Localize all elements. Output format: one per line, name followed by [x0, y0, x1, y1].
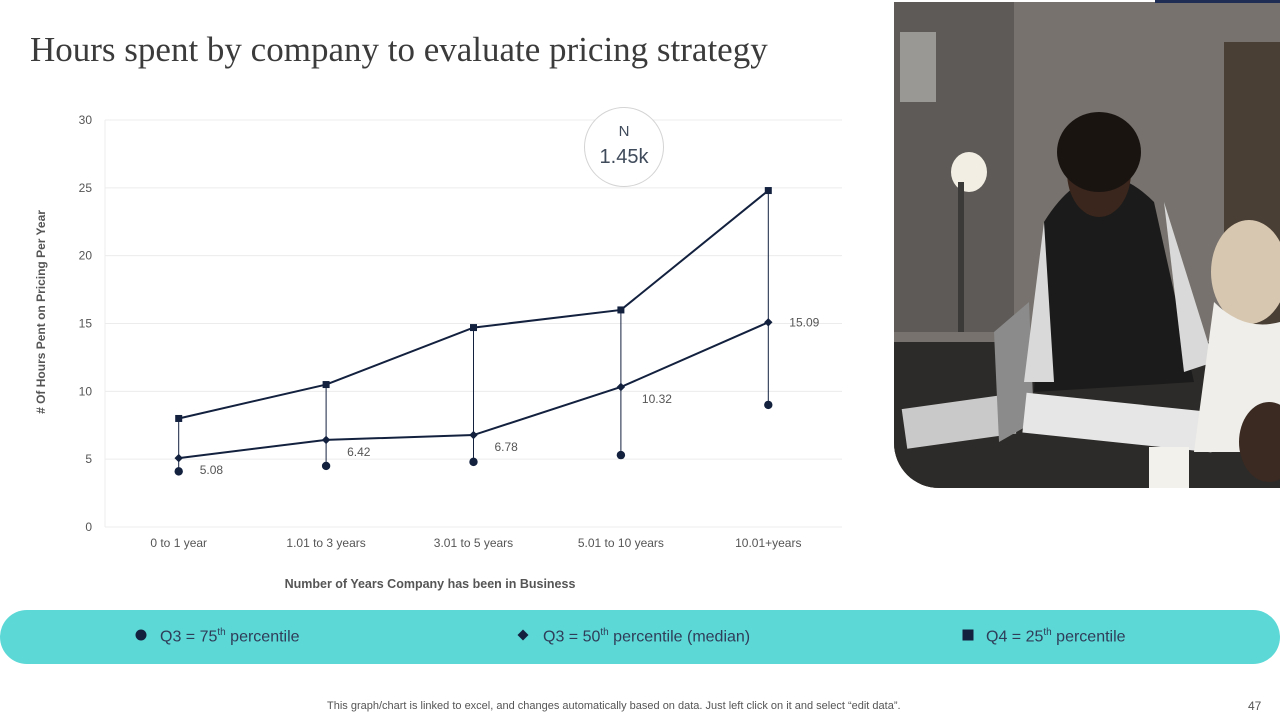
legend-item-label-suffix: percentile [225, 628, 300, 646]
chart-markers [174, 187, 773, 476]
circle-marker [174, 467, 183, 476]
square-marker [175, 414, 183, 422]
square-marker [764, 187, 772, 195]
x-tick-label: 1.01 to 3 years [286, 536, 365, 550]
y-tick-label: 10 [79, 384, 93, 398]
y-tick-label: 15 [79, 317, 93, 331]
legend-item-label-suffix: percentile [1051, 628, 1126, 646]
diamond-marker [469, 430, 478, 440]
legend-item-q4-25: Q4 = 25th percentile [986, 627, 1126, 646]
diamond-marker [616, 382, 626, 392]
square-marker-icon [962, 629, 974, 641]
circle-marker-icon [135, 629, 147, 641]
diamond-marker-icon [517, 629, 529, 641]
data-label: 10.32 [642, 392, 672, 406]
square-marker [617, 306, 625, 314]
legend-item-q3-50: Q3 = 50th percentile (median) [543, 627, 750, 646]
square-marker [470, 324, 477, 332]
circle-marker [469, 457, 478, 467]
x-tick-label: 5.01 to 10 years [578, 536, 664, 550]
sample-size-badge: N 1.45k [584, 107, 664, 187]
legend-item-label: Q3 = 75 [160, 628, 218, 646]
legend-item-q3-75: Q3 = 75th percentile [160, 627, 300, 646]
slide-title: Hours spent by company to evaluate prici… [30, 30, 768, 69]
y-tick-label: 5 [85, 452, 92, 466]
diamond-marker [174, 453, 183, 463]
meeting-photo [894, 2, 1280, 488]
sample-size-value: 1.45k [599, 146, 649, 168]
footer-note: This graph/chart is linked to excel, and… [327, 700, 901, 712]
data-label: 6.78 [495, 440, 519, 454]
legend-item-label-suffix: percentile (median) [608, 628, 751, 646]
y-tick-label: 30 [79, 113, 93, 127]
y-tick-label: 0 [85, 520, 92, 534]
sample-size-label: N [618, 123, 630, 140]
legend-item-sup: th [1043, 627, 1052, 638]
diamond-marker [321, 435, 331, 445]
x-tick-label: 10.01+years [735, 536, 801, 550]
legend-item-sup: th [600, 627, 609, 638]
x-tick-label: 0 to 1 year [150, 536, 207, 550]
legend-item-sup: th [217, 627, 226, 638]
x-tick-label: 3.01 to 5 years [434, 536, 513, 550]
diamond-marker [764, 318, 773, 327]
legend-item-label: Q4 = 25 [986, 628, 1044, 646]
chart-range-lines [178, 190, 769, 472]
legend-item-label: Q3 = 50 [543, 628, 601, 646]
y-tick-label: 20 [79, 249, 93, 263]
chart-y-ticks: 0 5 10 15 20 25 30 [79, 113, 93, 534]
circle-marker [616, 450, 626, 460]
x-axis-label: Number of Years Company has been in Busi… [285, 577, 576, 591]
circle-marker [321, 461, 331, 471]
legend-bar: Q3 = 75th percentile Q3 = 50th percentil… [0, 610, 1280, 664]
circle-marker [764, 400, 773, 410]
y-tick-label: 25 [79, 181, 93, 195]
photo-accent-bar [1155, 0, 1280, 3]
y-axis-label: # Of Hours Pent on Pricing Per Year [34, 210, 48, 414]
page-number: 47 [1248, 699, 1262, 713]
data-label: 5.08 [200, 463, 224, 477]
square-marker [322, 381, 330, 389]
chart-data-labels: 5.08 6.42 6.78 10.32 15.09 [200, 315, 820, 477]
data-label: 15.09 [789, 315, 819, 329]
data-label: 6.42 [347, 445, 371, 459]
chart-x-ticks: 0 to 1 year 1.01 to 3 years 3.01 to 5 year… [150, 536, 801, 550]
